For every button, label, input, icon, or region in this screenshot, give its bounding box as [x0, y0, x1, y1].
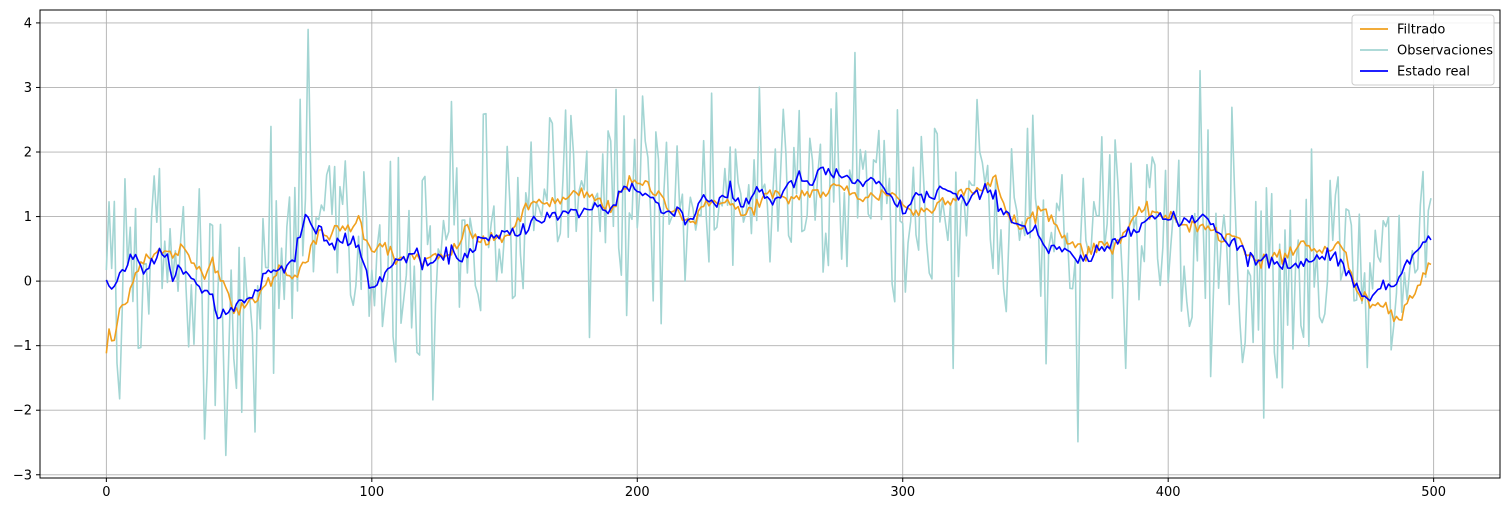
y-tick-label: 0: [24, 275, 32, 290]
legend-label: Filtrado: [1397, 23, 1445, 38]
y-tick-label: −3: [13, 468, 32, 483]
y-tick-label: 2: [24, 146, 32, 161]
plot-frame: [39, 9, 1501, 479]
x-tick-label: 300: [890, 485, 915, 500]
axis-ticks: 0 100 200 300 400 500 −3 −2 −1 0 1 2 3 4: [13, 16, 1446, 500]
series-line-filtrado: [105, 174, 1432, 354]
legend-label: Observaciones: [1397, 44, 1493, 59]
x-tick-label: 400: [1156, 485, 1181, 500]
legend: Filtrado Observaciones Estado real: [1351, 14, 1495, 86]
legend-label: Estado real: [1397, 65, 1470, 80]
y-tick-label: −1: [13, 339, 32, 354]
series-lines: [105, 28, 1432, 457]
x-tick-label: 500: [1421, 485, 1446, 500]
series-line-observaciones: [105, 28, 1432, 457]
y-tick-label: 1: [24, 210, 32, 225]
y-tick-label: 3: [24, 81, 32, 96]
x-tick-label: 200: [625, 485, 650, 500]
legend-box: [1351, 14, 1495, 86]
series-line-estado-real: [105, 166, 1432, 320]
y-tick-label: −2: [13, 404, 32, 419]
y-tick-label: 4: [24, 16, 32, 31]
x-tick-label: 100: [359, 485, 384, 500]
x-tick-label: 0: [102, 485, 110, 500]
